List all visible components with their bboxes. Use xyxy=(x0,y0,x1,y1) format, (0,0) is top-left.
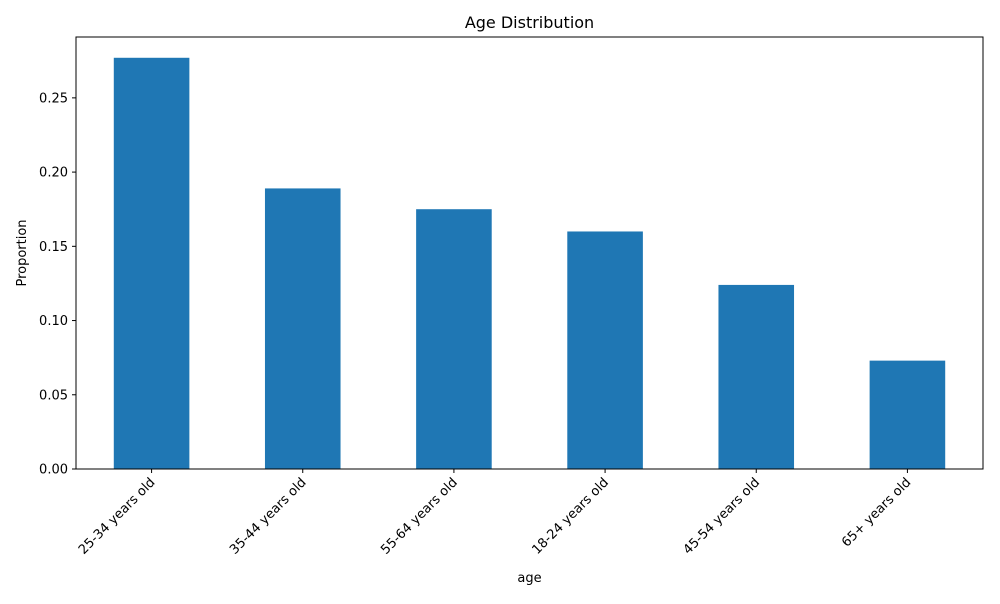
x-axis-label: age xyxy=(517,571,541,586)
bar-25-34-years-old xyxy=(113,57,190,469)
bar-45-54-years-old xyxy=(718,284,795,469)
y-tick-label: 0.05 xyxy=(39,388,68,403)
x-tick-label: 18-24 years old xyxy=(529,475,611,557)
plot-area xyxy=(113,57,946,470)
bar-55-64-years-old xyxy=(416,209,492,470)
y-tick-label: 0.10 xyxy=(39,314,68,329)
plot-frame xyxy=(75,36,984,470)
x-tick-label: 55-64 years old xyxy=(378,475,460,557)
x-tick-label: 65+ years old xyxy=(839,475,914,550)
chart-title: Age Distribution xyxy=(465,13,594,32)
bar-65-years-old xyxy=(869,360,946,469)
y-tick-label: 0.15 xyxy=(39,240,68,255)
x-tick-label: 45-54 years old xyxy=(681,475,763,557)
y-axis-label: Proportion xyxy=(15,219,30,286)
y-tick-label: 0.00 xyxy=(39,463,68,478)
y-tick-label: 0.25 xyxy=(39,91,68,106)
bar-18-24-years-old xyxy=(567,231,643,469)
x-tick-label: 25-34 years old xyxy=(76,475,158,557)
x-tick-label: 35-44 years old xyxy=(227,475,309,557)
x-axis: 25-34 years old 35-44 years old 55-64 year… xyxy=(76,469,914,558)
y-axis: 0.00 0.05 0.10 0.15 0.20 0.25 xyxy=(39,91,76,478)
y-tick-label: 0.20 xyxy=(39,166,68,181)
bar-35-44-years-old xyxy=(264,188,341,470)
